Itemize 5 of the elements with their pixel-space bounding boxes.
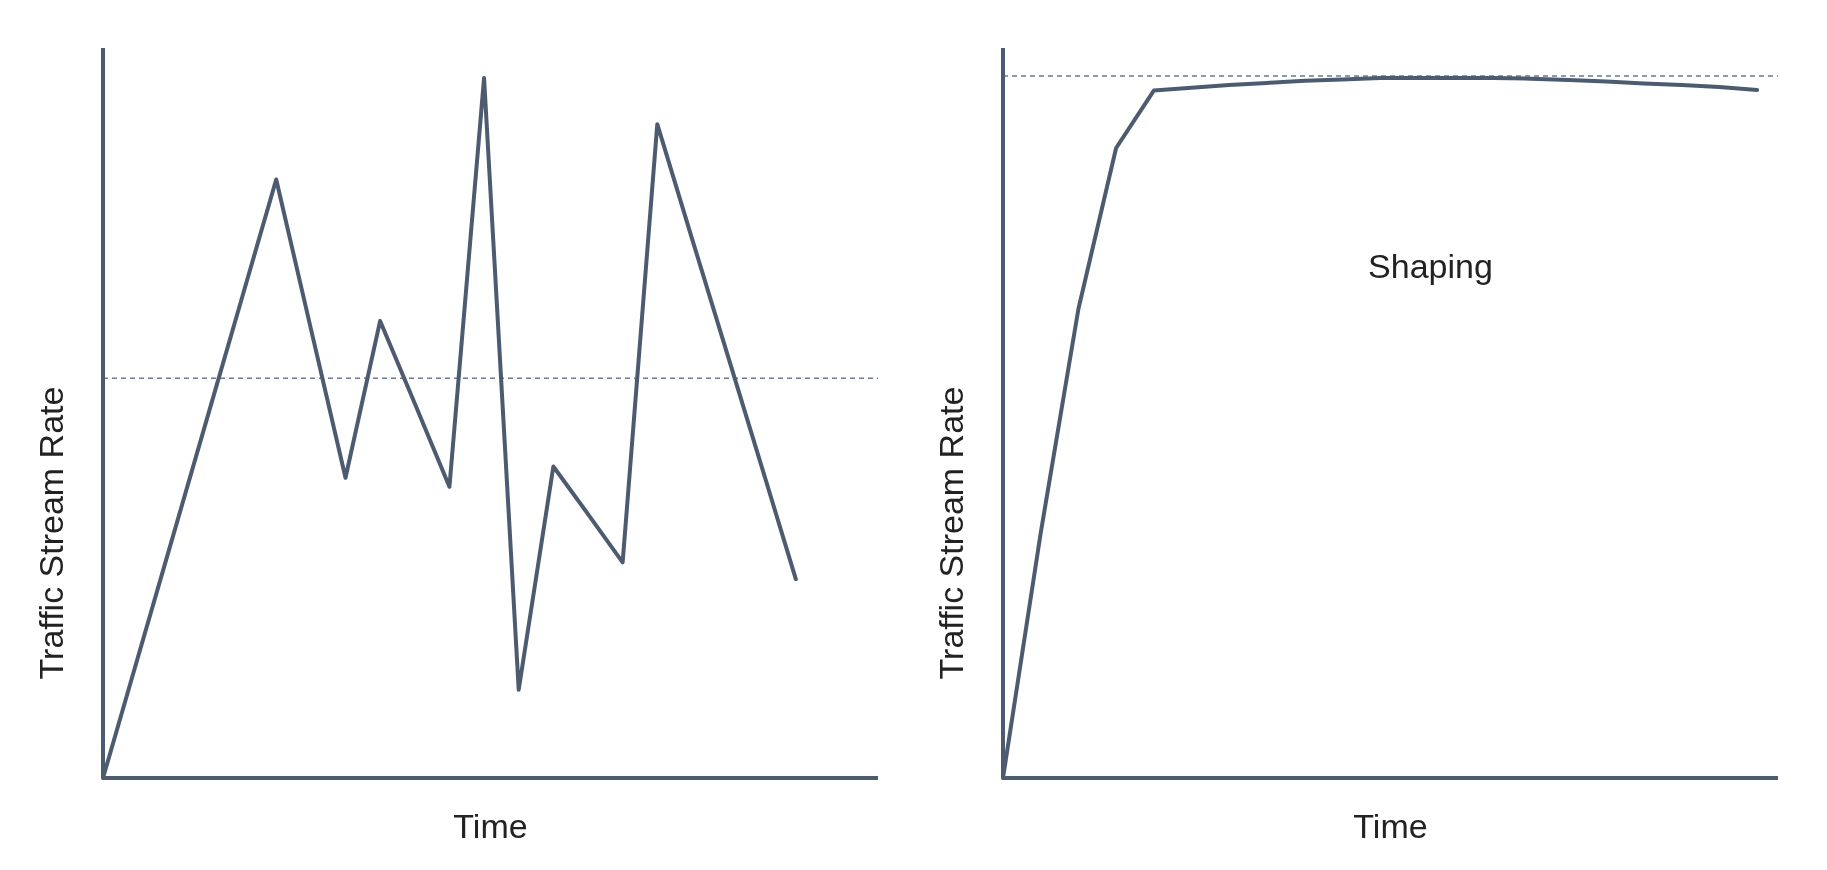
y-axis-title: Traffic Stream Rate: [932, 386, 970, 680]
x-axis-title: Time: [453, 807, 528, 845]
annotation: Shaping: [1368, 247, 1493, 285]
x-axis-title: Time: [1353, 807, 1428, 845]
y-axis-title: Traffic Stream Rate: [32, 386, 70, 680]
